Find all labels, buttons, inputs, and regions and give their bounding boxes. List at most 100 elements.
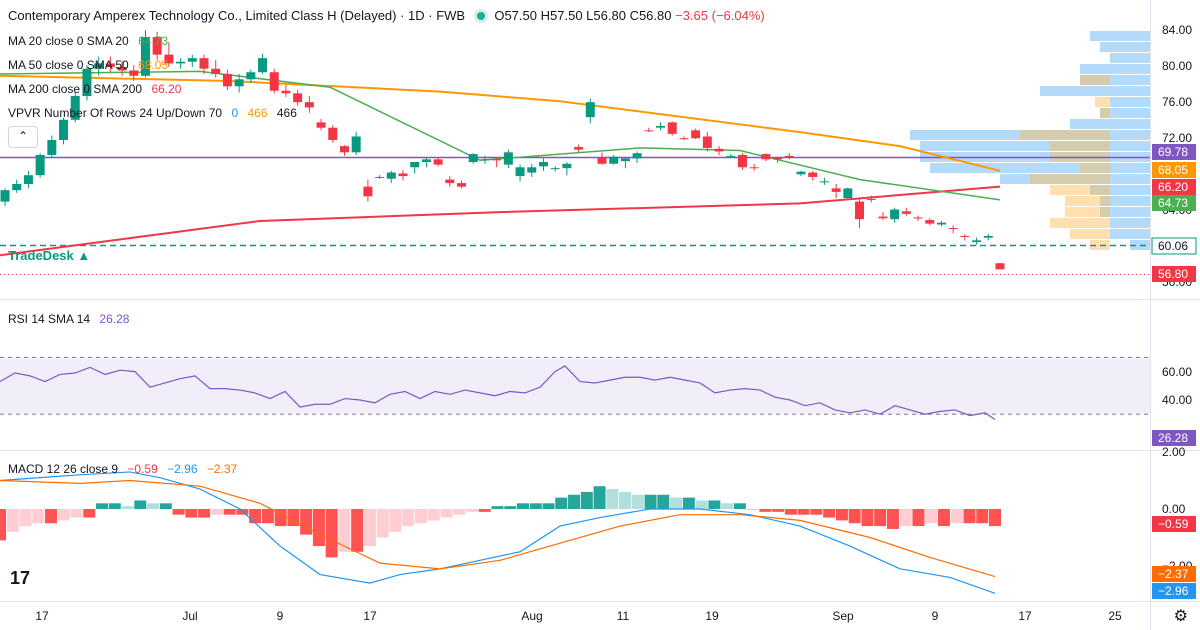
candle-body <box>258 58 268 73</box>
rsi-badge <box>1152 430 1196 446</box>
candle-body <box>410 162 420 168</box>
macd-label: MACD 12 26 close 9 <box>8 462 119 476</box>
ma20-label: MA 20 close 0 SMA 20 <box>8 34 129 48</box>
candle-body <box>562 163 572 169</box>
ohlc-high: H57.50 <box>540 8 583 23</box>
tradingview-logo-icon[interactable]: 17 <box>10 568 31 588</box>
candle-body <box>527 167 537 173</box>
volume-profile-bar-down <box>1095 97 1110 107</box>
macd-histogram-bar <box>963 509 976 524</box>
candle-body <box>316 122 326 128</box>
macd-histogram-bar <box>721 503 734 509</box>
vpvr-legend[interactable]: VPVR Number Of Rows 24 Up/Down 70 0 466 … <box>8 105 297 121</box>
symbol-title-row: Contemporary Amperex Technology Co., Lim… <box>8 8 765 24</box>
candle-body <box>433 159 443 165</box>
rsi-value: 26.28 <box>99 312 130 326</box>
macd-histogram-bar <box>45 509 58 524</box>
candle-body <box>784 155 794 158</box>
candle-body <box>164 54 174 64</box>
collapse-legend-button[interactable]: ⌃ <box>8 126 38 148</box>
macd-histogram-bar <box>784 509 797 515</box>
symbol-title[interactable]: Contemporary Amperex Technology Co., Lim… <box>8 8 466 23</box>
candle-body <box>831 188 841 192</box>
volume-profile-bar-up <box>1110 53 1150 63</box>
macd-badge-text: −2.37 <box>1158 567 1189 581</box>
rsi-badge-text: 26.28 <box>1158 431 1188 445</box>
macd-histogram-bar <box>810 509 823 515</box>
ma200-legend[interactable]: MA 200 close 0 SMA 200 66.20 <box>8 81 181 97</box>
macd-badge-text: −2.96 <box>1158 584 1189 598</box>
ma200-badge-text: 66.20 <box>1158 180 1188 194</box>
ma-purple-badge-text: 69.78 <box>1158 145 1188 159</box>
candle-body <box>105 63 115 67</box>
candle-body <box>550 168 560 170</box>
time-axis-tick: Sep <box>832 609 854 623</box>
ma200-label: MA 200 close 0 SMA 200 <box>8 82 143 96</box>
candle-body <box>749 167 759 169</box>
volume-profile-bar-down <box>1065 207 1110 217</box>
candle-body <box>398 173 408 177</box>
macd-histogram-bar <box>874 509 887 527</box>
candle-body <box>679 138 689 140</box>
candle-body <box>152 37 162 55</box>
candle-body <box>995 263 1005 270</box>
candle-body <box>339 146 349 153</box>
ohlc-low: L56.80 <box>586 8 626 23</box>
volume-profile-bar-down <box>1020 130 1110 140</box>
candle-body <box>890 209 900 220</box>
candle-body <box>211 68 221 74</box>
candle-body <box>808 172 818 177</box>
time-axis-tick: 9 <box>277 609 284 623</box>
candle-body <box>281 90 291 94</box>
macd-histogram-bar <box>414 509 427 524</box>
candle-body <box>94 63 104 69</box>
candle-body <box>538 162 548 167</box>
macd-histogram-bar <box>772 509 785 512</box>
ma20-legend[interactable]: MA 20 close 0 SMA 20 64.73 <box>8 33 168 49</box>
volume-profile-bar-down <box>1080 163 1110 173</box>
time-axis-tick: 17 <box>363 609 377 623</box>
volume-profile-bar-up <box>930 163 1150 173</box>
candle-body <box>644 130 654 132</box>
price-axis-tick: 80.00 <box>1162 59 1192 73</box>
level-badge <box>1151 237 1197 255</box>
candle-body <box>855 201 865 220</box>
macd-badge <box>1152 583 1196 599</box>
candle-body <box>574 147 584 150</box>
candle-body <box>492 159 502 161</box>
ma20-value: 64.73 <box>138 34 169 48</box>
volume-profile-bar-up <box>1080 64 1150 74</box>
macd-histogram-bar <box>108 503 121 509</box>
candle-body <box>140 37 150 76</box>
macd-histogram-bar <box>185 509 198 518</box>
vpvr-value-3: 466 <box>276 106 297 120</box>
macd-histogram-bar <box>96 503 109 509</box>
candle-body <box>503 152 513 165</box>
rsi-legend[interactable]: RSI 14 SMA 14 26.28 <box>8 311 129 327</box>
macd-legend[interactable]: MACD 12 26 close 9 −0.59 −2.96 −2.37 <box>8 461 237 477</box>
rsi-line <box>0 365 996 420</box>
gear-icon[interactable]: ⚙ <box>1173 608 1188 625</box>
macd-axis-tick: 2.00 <box>1162 445 1186 459</box>
macd-badge <box>1152 566 1196 582</box>
macd-histogram-bar <box>83 509 96 518</box>
ma50-legend[interactable]: MA 50 close 0 SMA 50 68.05 <box>8 57 168 73</box>
macd-histogram-bar <box>886 509 899 529</box>
candle-body <box>468 154 478 162</box>
macd-histogram-bar <box>733 503 746 509</box>
tradedesk-label[interactable]: TradeDesk ▲ <box>8 248 90 263</box>
macd-histogram-bar <box>351 509 364 552</box>
macd-histogram-bar <box>121 506 134 509</box>
macd-histogram-bar <box>325 509 338 558</box>
macd-histogram-bar <box>631 494 644 509</box>
macd-histogram-bar <box>338 509 351 552</box>
macd-histogram-bar <box>835 509 848 521</box>
macd-histogram-bar <box>453 509 466 515</box>
macd-histogram-bar <box>172 509 185 515</box>
candle-body <box>866 198 876 200</box>
candle-body <box>23 175 33 184</box>
volume-profile-bar-down <box>1030 174 1110 184</box>
macd-histogram-bar <box>478 509 491 512</box>
candle-body <box>12 184 22 191</box>
